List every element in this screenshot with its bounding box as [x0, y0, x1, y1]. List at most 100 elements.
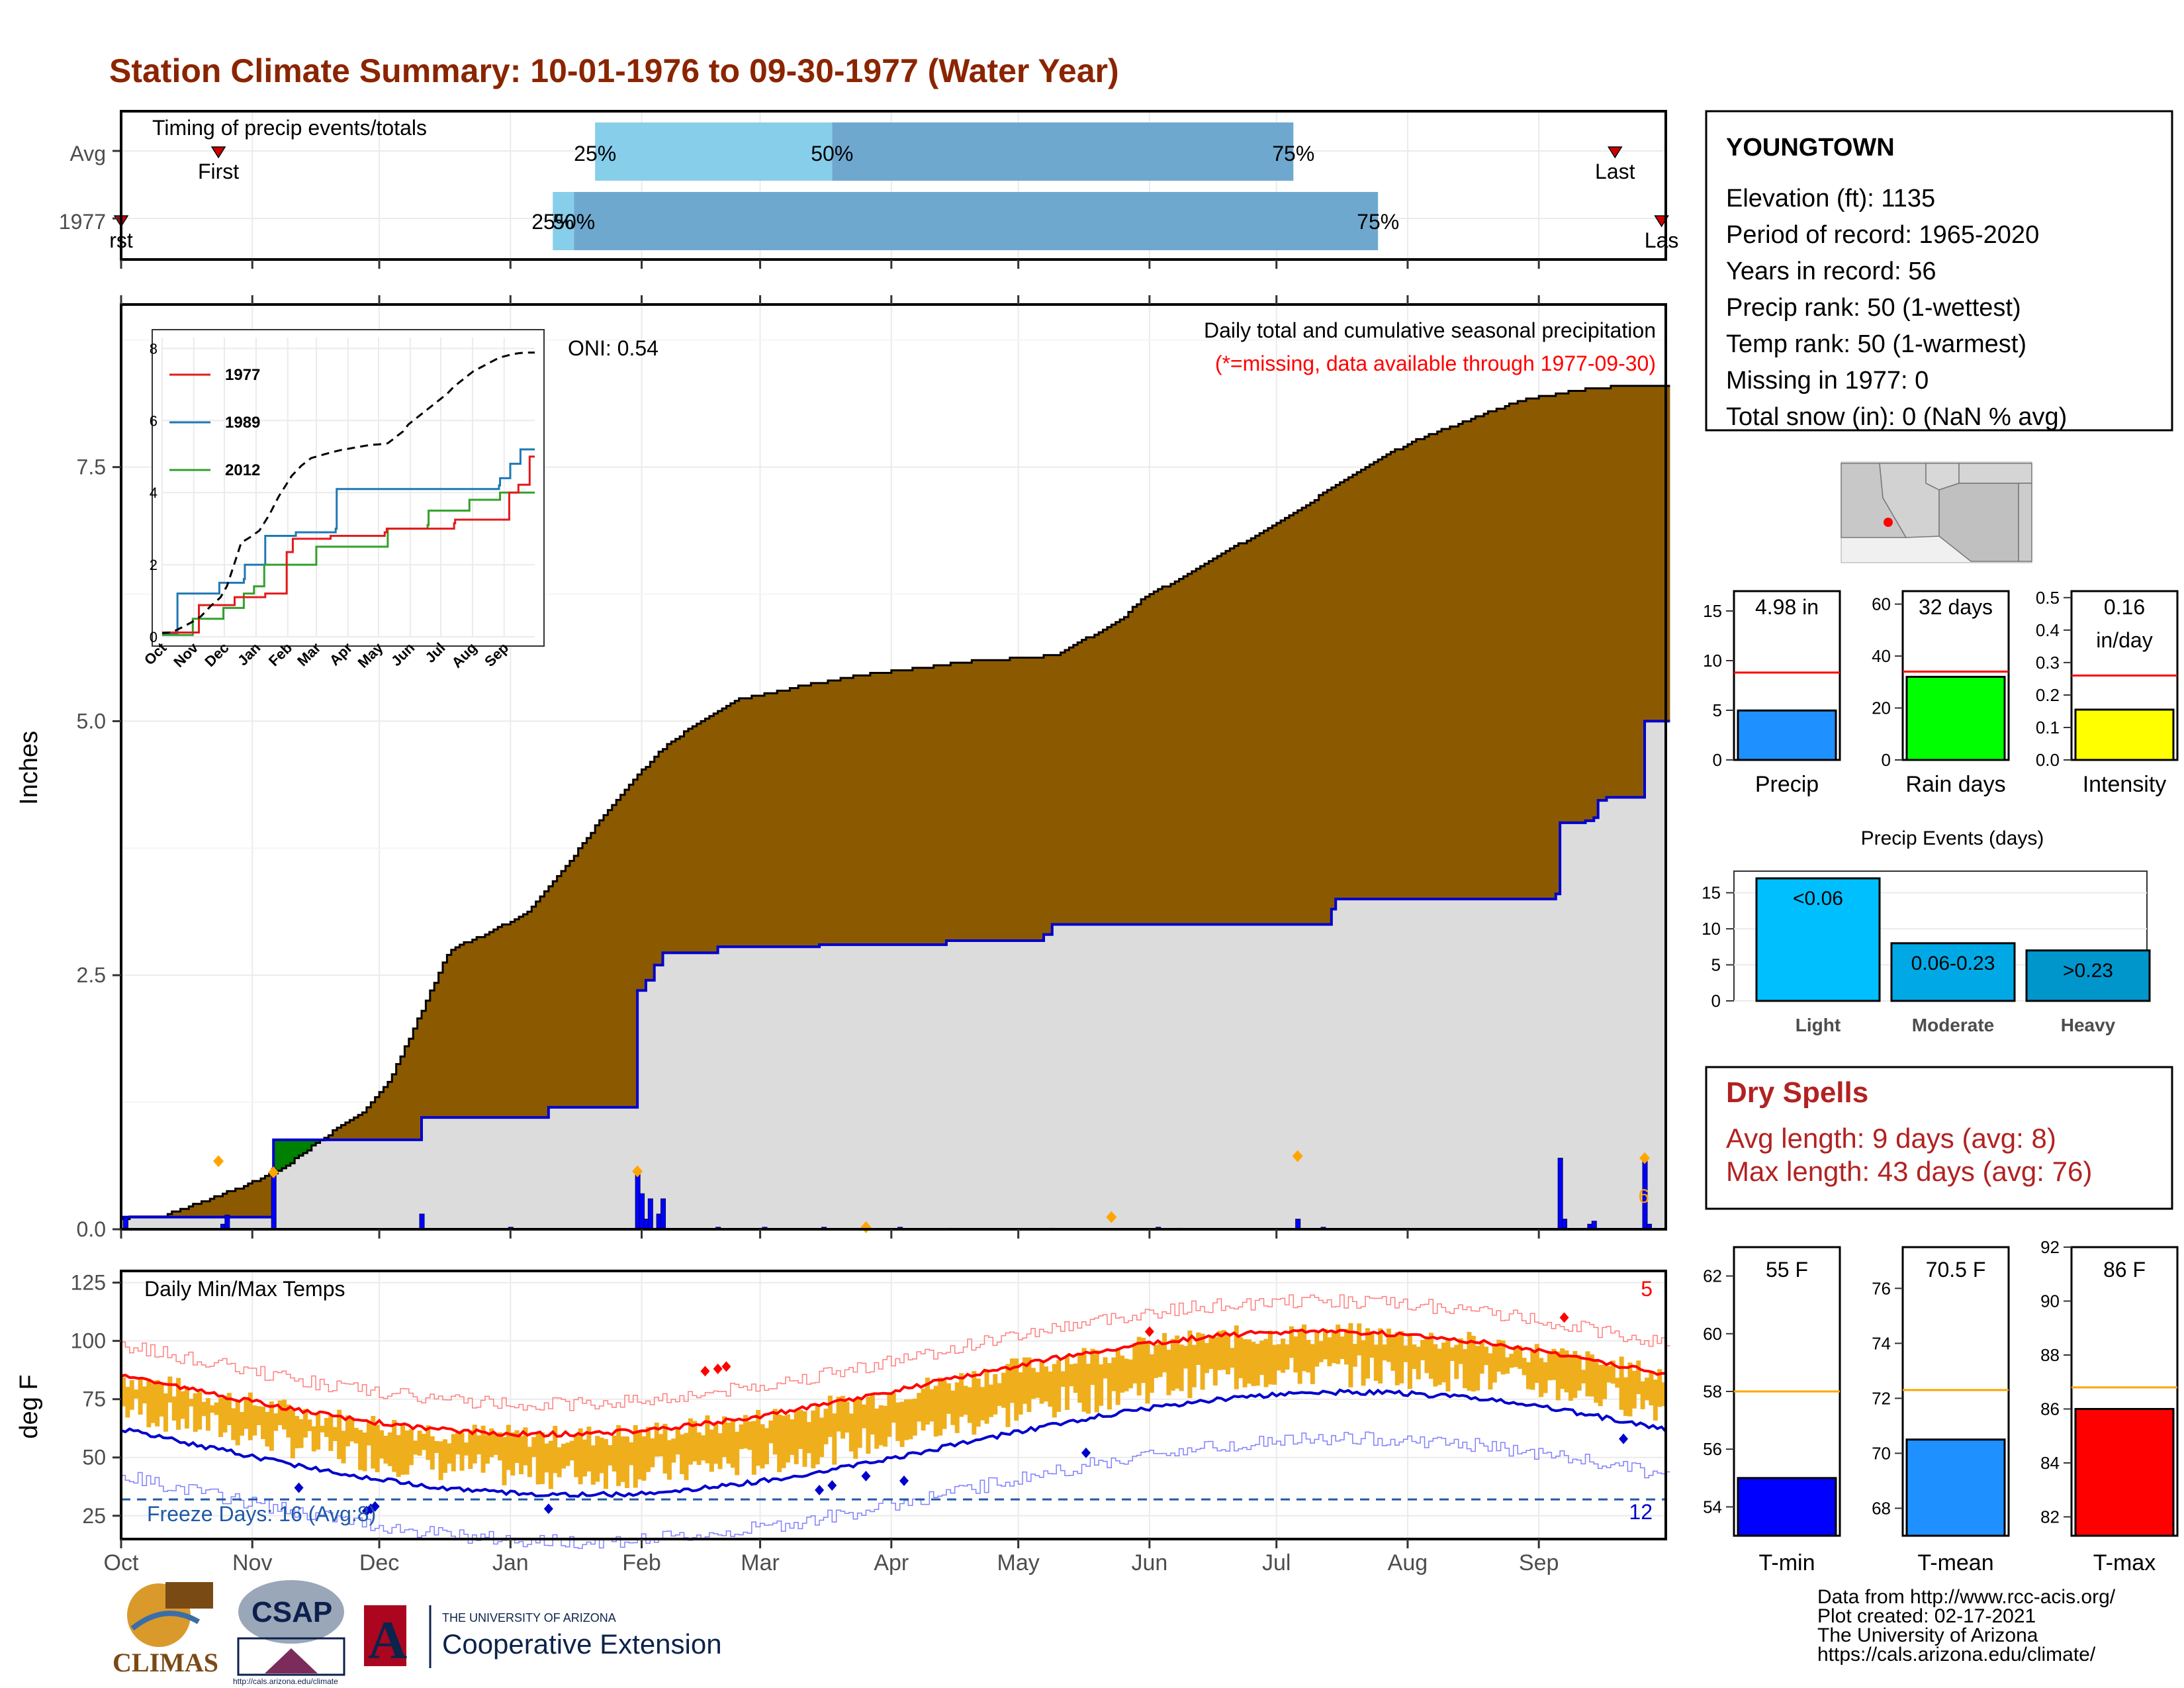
daily-temp-bar — [1306, 1340, 1311, 1373]
daily-temp-bar — [422, 1433, 427, 1450]
daily-temp-bar — [1136, 1336, 1142, 1396]
daily-temp-bar — [917, 1393, 922, 1422]
daily-temp-bar — [430, 1436, 435, 1470]
daily-temp-bar — [1077, 1353, 1083, 1403]
daily-temp-bar — [1615, 1378, 1620, 1388]
daily-temp-bar — [709, 1429, 714, 1472]
daily-temp-bar — [1191, 1344, 1197, 1387]
daily-temp-bar — [616, 1425, 621, 1486]
daily-temp-bar — [1259, 1340, 1265, 1376]
daily-temp-bar — [684, 1432, 689, 1480]
daily-temp-bar — [472, 1425, 477, 1464]
daily-temp-bar — [603, 1438, 608, 1489]
daily-temp-bar — [531, 1437, 537, 1457]
climas-wordmark: CLIMAS — [113, 1648, 218, 1677]
daily-temp-bar — [1246, 1339, 1251, 1384]
month-label: Jul — [1262, 1550, 1291, 1575]
daily-temp-bar — [832, 1413, 837, 1465]
daily-temp-bar — [1107, 1363, 1112, 1410]
daily-temp-bar — [768, 1420, 774, 1444]
daily-temp-bar — [159, 1383, 164, 1417]
daily-temp-bar — [1513, 1346, 1518, 1368]
precip-caption: Daily total and cumulative seasonal prec… — [1204, 318, 1656, 342]
daily-temp-bar — [125, 1387, 130, 1418]
daily-temp-bar — [468, 1430, 473, 1470]
daily-temp-bar — [1044, 1366, 1048, 1402]
temp-ytick-label: 100 — [71, 1329, 106, 1353]
ua-logo: A THE UNIVERSITY OF ARIZONA Cooperative … — [364, 1605, 722, 1670]
temp-bar-ytick-label: 70 — [1872, 1443, 1891, 1463]
daily-temp-bar — [980, 1387, 985, 1421]
daily-temp-bar — [1412, 1344, 1417, 1370]
daily-temp-bar — [1023, 1357, 1028, 1404]
daily-temp-bar — [408, 1429, 414, 1466]
above-average-segment — [277, 1139, 283, 1171]
daily-temp-bar — [972, 1371, 977, 1435]
daily-temp-bar — [527, 1446, 532, 1477]
daily-temp-bar — [1090, 1348, 1095, 1385]
daily-temp-bar — [155, 1380, 160, 1427]
daily-temp-bar — [396, 1434, 401, 1477]
inset-average-line — [161, 352, 535, 634]
daily-temp-bar — [261, 1407, 266, 1439]
daily-temp-bar — [523, 1427, 528, 1466]
map-new-mexico — [2018, 483, 2032, 562]
daily-temp-bar — [988, 1384, 993, 1417]
inset-series-2012 — [162, 491, 535, 636]
events-ytick-label: 5 — [1711, 955, 1721, 975]
timing-bar-q2 — [574, 192, 1379, 250]
dry-max-length: Max length: 43 days (avg: 76) — [1726, 1156, 2092, 1187]
record-low-marker — [370, 1501, 380, 1512]
daily-temp-bar — [1361, 1340, 1366, 1386]
daily-temp-bar — [1085, 1364, 1091, 1414]
locator-map — [1841, 461, 2032, 563]
daily-temp-bar — [908, 1399, 913, 1440]
daily-temp-bar — [1373, 1344, 1379, 1382]
daily-temp-bar — [201, 1401, 206, 1417]
above-average-segment — [281, 1139, 287, 1168]
dry-frame — [1705, 1066, 2173, 1210]
daily-precip-bar — [419, 1213, 425, 1230]
daily-temp-bar — [717, 1433, 723, 1470]
timing-pct-label: 75% — [1272, 142, 1314, 165]
precip-count: 6 — [1638, 1186, 1649, 1207]
daily-temp-bar — [993, 1374, 998, 1415]
daily-temp-bar — [269, 1401, 274, 1451]
record-high-marker — [1144, 1326, 1154, 1337]
daily-temp-bar — [680, 1434, 685, 1474]
above-average-segment — [302, 1139, 308, 1153]
event-bar-label: >0.23 — [2063, 960, 2113, 982]
daily-temp-bar — [171, 1396, 177, 1421]
daily-temp-bar — [1365, 1328, 1370, 1379]
mini-bar-category: Precip — [1755, 772, 1819, 797]
daily-temp-bar — [544, 1443, 549, 1473]
daily-temp-bar — [1302, 1324, 1307, 1372]
daily-temp-bar — [1572, 1350, 1578, 1398]
mini-bar-value-label: 32 days — [1919, 595, 1993, 619]
daily-temp-bar — [320, 1425, 325, 1432]
daily-temp-bar — [1030, 1368, 1036, 1399]
daily-temp-bar — [696, 1432, 702, 1466]
mini-bar-ytick-label: 0.1 — [2036, 718, 2060, 737]
daily-temp-bar — [827, 1395, 833, 1437]
mini-bar-value — [1737, 709, 1837, 761]
daily-temp-bar — [624, 1436, 629, 1488]
daily-temp-bar — [866, 1396, 871, 1454]
daily-temp-bar — [1610, 1360, 1615, 1384]
daily-temp-bar — [659, 1434, 664, 1457]
mini-bar-ytick-label: 10 — [1703, 651, 1722, 671]
daily-temp-bar — [281, 1399, 287, 1430]
daily-temp-bar — [1285, 1344, 1290, 1370]
daily-temp-bar — [1267, 1331, 1273, 1385]
timing-pct-label: 50% — [553, 210, 595, 234]
precip-event-marker — [632, 1165, 643, 1178]
daily-temp-bar — [349, 1417, 355, 1442]
month-label: Aug — [1388, 1550, 1428, 1575]
daily-temp-bar — [366, 1422, 371, 1446]
daily-temp-bar — [726, 1423, 731, 1464]
mini-bar-value-label: in/day — [2096, 628, 2152, 652]
daily-temp-bar — [1212, 1336, 1218, 1385]
daily-temp-bar — [862, 1404, 867, 1429]
daily-temp-bar — [1369, 1331, 1375, 1358]
daily-temp-bar — [997, 1383, 1002, 1406]
